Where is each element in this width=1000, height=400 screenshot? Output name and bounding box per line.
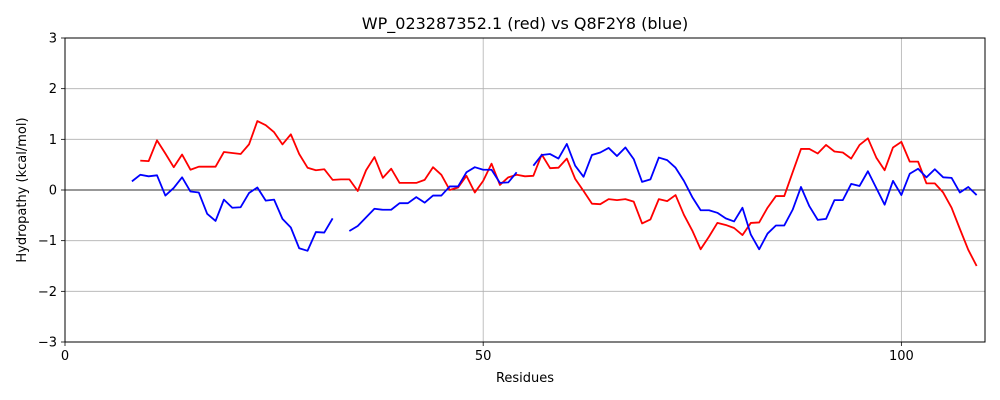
axis-ticks: 0 50 100 −3 −2 −1 0 1 2 3 <box>38 32 914 365</box>
y-axis-label: Hydropathy (kcal/mol) <box>15 117 30 262</box>
chart-title: WP_023287352.1 (red) vs Q8F2Y8 (blue) <box>362 14 688 34</box>
y-tick-label: −1 <box>38 234 57 249</box>
y-tick-label: −2 <box>38 285 57 300</box>
series-line-segment <box>532 142 978 251</box>
x-tick-label: 0 <box>61 349 69 364</box>
y-tick-label: −3 <box>38 336 57 351</box>
series-line-segment <box>131 173 334 252</box>
x-tick-label: 100 <box>889 349 914 364</box>
x-tick-label: 50 <box>475 349 492 364</box>
series-blue <box>131 142 978 252</box>
series-layer <box>131 120 978 267</box>
series-red <box>140 120 978 267</box>
y-tick-label: 1 <box>49 133 57 148</box>
x-axis-label: Residues <box>496 371 554 386</box>
series-line-segment <box>140 120 978 267</box>
y-tick-label: 3 <box>49 32 57 47</box>
y-tick-label: 2 <box>49 82 57 97</box>
series-line-segment <box>348 166 518 232</box>
y-tick-label: 0 <box>49 184 57 199</box>
